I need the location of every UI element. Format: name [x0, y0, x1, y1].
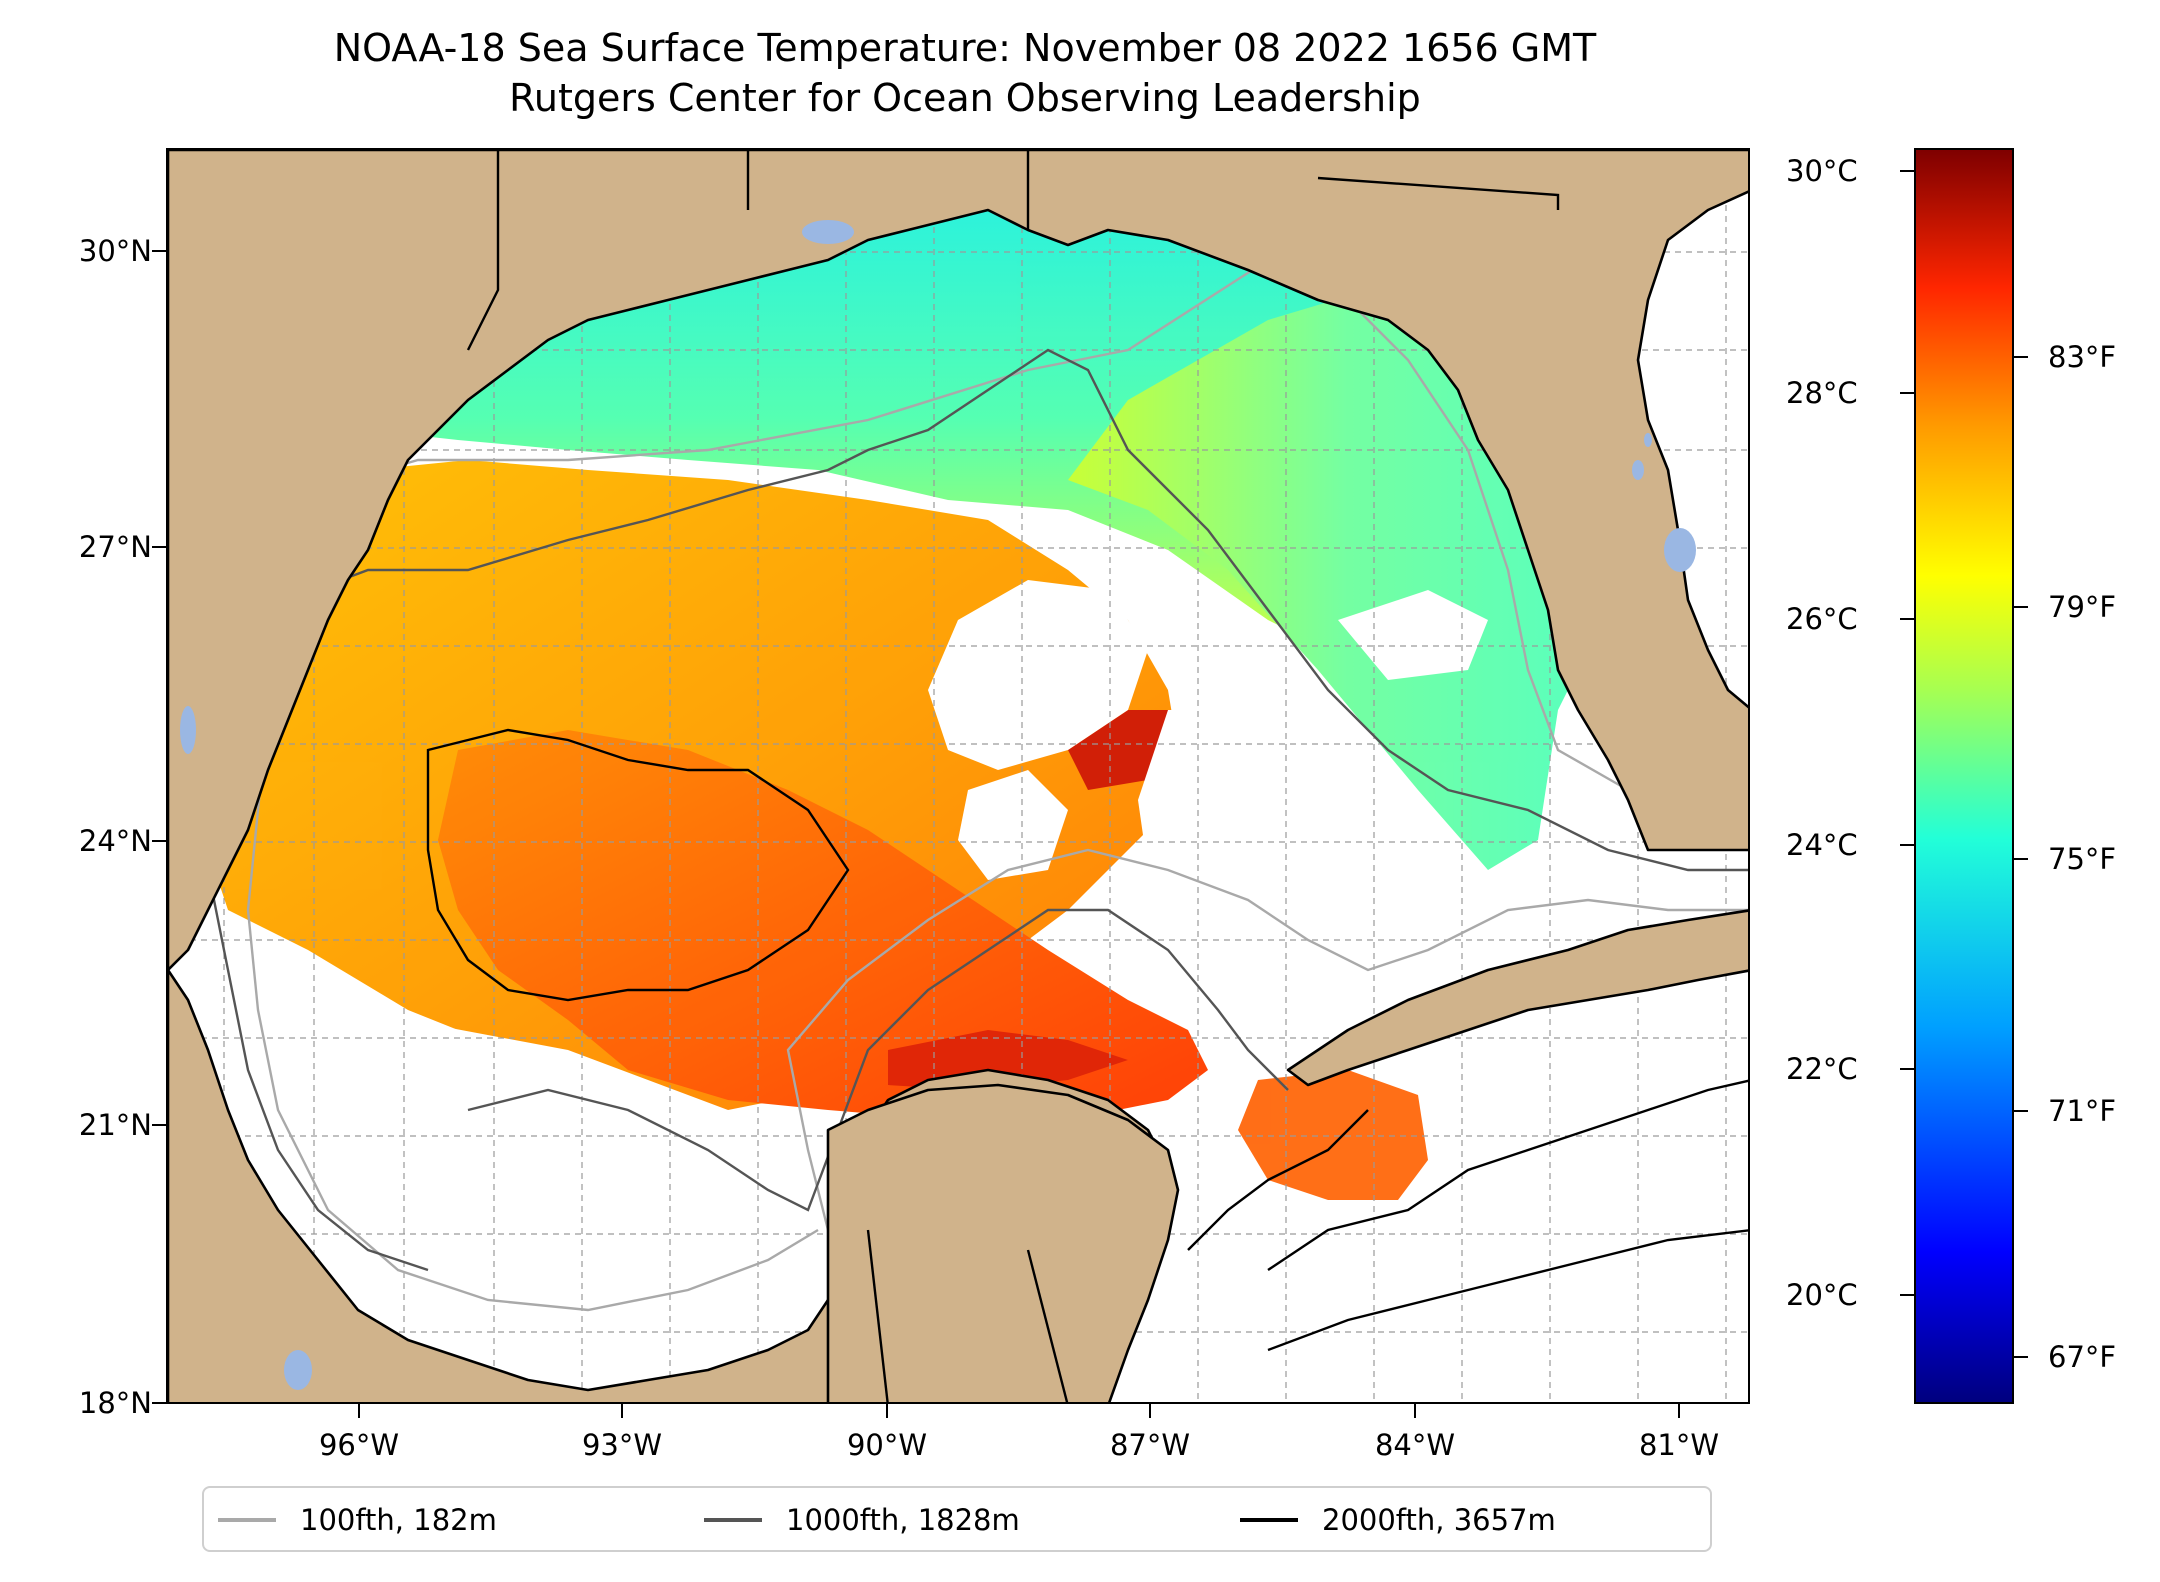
colorbar-label-79f: 79°F [2048, 590, 2117, 624]
colorbar-label-75f: 75°F [2048, 842, 2117, 876]
cloud-gap [928, 580, 1148, 770]
lake-small [1632, 460, 1644, 480]
legend-swatch-2000fth [1240, 1518, 1298, 1522]
cloud-gap [1138, 710, 1348, 910]
lat-tick [152, 250, 166, 252]
colorbar-c-tick [1900, 1294, 1914, 1296]
colorbar [1914, 148, 2014, 1404]
cloud-gap [958, 770, 1068, 880]
sst-warm-core [438, 730, 1208, 1120]
legend-item-1000fth: 1000fth, 1828m [704, 1500, 1020, 1540]
colorbar-c-tick [1900, 1068, 1914, 1070]
lon-label-84w: 84°W [1374, 1428, 1456, 1462]
colorbar-label-71f: 71°F [2048, 1094, 2117, 1128]
lat-label-21n: 21°N [78, 1108, 152, 1142]
contour-2000fth [426, 728, 850, 1002]
lat-label-24n: 24°N [78, 824, 152, 858]
chart-title: NOAA-18 Sea Surface Temperature: Novembe… [333, 26, 1597, 70]
land-us-north [168, 150, 1748, 972]
colorbar-label-28c: 28°C [1786, 376, 1858, 410]
lake-small [1644, 433, 1652, 447]
lon-tick [621, 1404, 623, 1418]
land-yucatan [826, 1083, 1180, 1402]
colorbar-label-20c: 20°C [1786, 1278, 1858, 1312]
contour-2000fth-se2 [1267, 1229, 1748, 1352]
lon-tick [1149, 1404, 1151, 1418]
legend-label-1000fth: 1000fth, 1828m [786, 1503, 1020, 1537]
lon-label-93w: 93°W [581, 1428, 663, 1462]
lat-tick [152, 840, 166, 842]
lat-tick [152, 1402, 166, 1404]
contour-100fth-south [786, 848, 1748, 1231]
colorbar-c-tick [1900, 170, 1914, 172]
colorbar-label-26c: 26°C [1786, 602, 1858, 636]
legend: 100fth, 182m 1000fth, 1828m 2000fth, 365… [202, 1486, 1712, 1552]
colorbar-c-tick [1900, 392, 1914, 394]
legend-label-2000fth: 2000fth, 3657m [1322, 1503, 1556, 1537]
lon-label-81w: 81°W [1638, 1428, 1720, 1462]
lon-label-87w: 87°W [1109, 1428, 1191, 1462]
colorbar-f-tick [2014, 1110, 2028, 1112]
colorbar-f-tick [2014, 1356, 2028, 1358]
cloud-gap [1338, 590, 1488, 680]
legend-item-100fth: 100fth, 182m [218, 1500, 497, 1540]
lat-tick [152, 1124, 166, 1126]
lake-mexico [284, 1350, 312, 1390]
colorbar-label-83f: 83°F [2048, 340, 2117, 374]
contour-1000fth-south [467, 908, 1289, 1212]
colorbar-label-67f: 67°F [2048, 1340, 2117, 1374]
colorbar-c-tick [1900, 844, 1914, 846]
contour-2000fth-se [1267, 1079, 1748, 1271]
chart-subtitle: Rutgers Center for Ocean Observing Leade… [509, 76, 1421, 120]
legend-swatch-100fth [218, 1518, 276, 1522]
lon-label-90w: 90°W [846, 1428, 928, 1462]
contour-2000fth-se3 [1187, 1109, 1369, 1251]
lat-label-27n: 27°N [78, 530, 152, 564]
contour-1000fth [226, 348, 1748, 872]
lon-tick [886, 1404, 888, 1418]
colorbar-label-30c: 30°C [1786, 154, 1858, 188]
legend-item-2000fth: 2000fth, 3657m [1240, 1500, 1556, 1540]
colorbar-c-tick [1900, 618, 1914, 620]
colorbar-f-tick [2014, 606, 2028, 608]
lake-texas [180, 706, 196, 754]
state-boundaries [466, 150, 1560, 1402]
colorbar-f-tick [2014, 356, 2028, 358]
map-canvas [168, 150, 1748, 1402]
land-masses [168, 150, 1748, 1402]
lon-tick [358, 1404, 360, 1418]
lat-tick [152, 546, 166, 548]
sst-red-streak-2 [888, 1030, 1128, 1090]
colorbar-f-tick [2014, 858, 2028, 860]
lakes [180, 220, 1696, 1390]
colorbar-label-22c: 22°C [1786, 1052, 1858, 1086]
land-cuba [1286, 909, 1748, 1087]
lake-okeechobee [1664, 528, 1696, 572]
lon-tick [1414, 1404, 1416, 1418]
lat-label-18n: 18°N [78, 1386, 152, 1420]
legend-swatch-1000fth [704, 1518, 762, 1522]
colorbar-label-24c: 24°C [1786, 828, 1858, 862]
lat-label-30n: 30°N [78, 234, 152, 268]
legend-label-100fth: 100fth, 182m [300, 1503, 497, 1537]
lon-label-96w: 96°W [318, 1428, 400, 1462]
sst-map [166, 148, 1750, 1404]
lake-pontchartrain [802, 220, 854, 244]
lon-tick [1678, 1404, 1680, 1418]
